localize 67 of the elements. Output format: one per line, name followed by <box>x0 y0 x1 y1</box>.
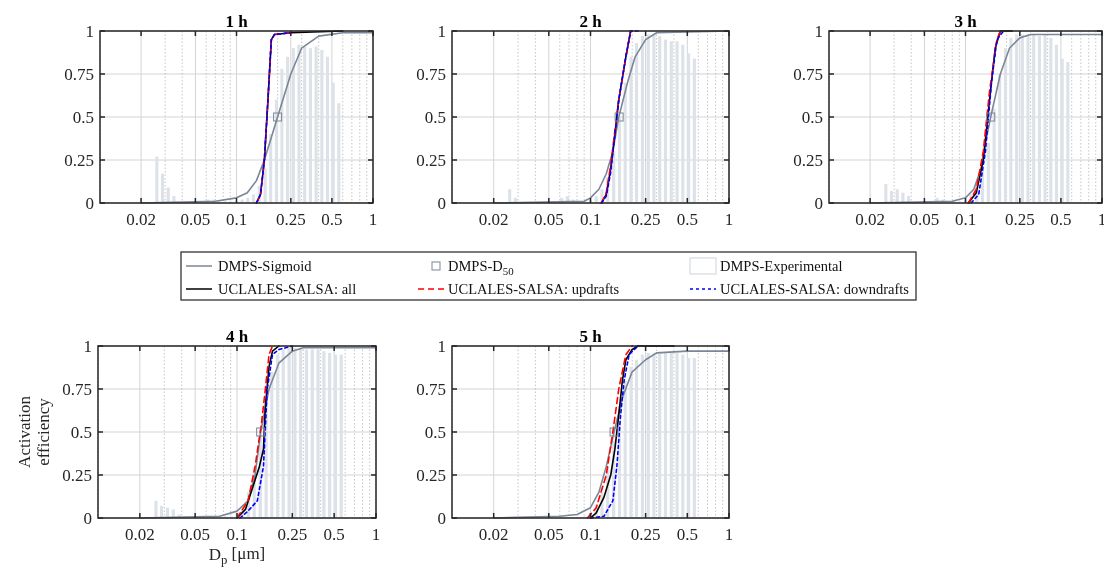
x-tick-label: 1 <box>368 210 378 229</box>
x-tick-label: 0.1 <box>579 210 602 229</box>
y-tick-label: 0.25 <box>793 151 823 170</box>
x-tick-label: 0.02 <box>478 525 509 544</box>
y-tick-label: 0.5 <box>70 423 92 442</box>
legend-label: UCLALES-SALSA: updrafts <box>448 281 620 297</box>
x-tick-label: 0.25 <box>275 210 306 229</box>
y-tick-label: 0.75 <box>62 380 92 399</box>
y-axis-title: Activation efficiency <box>15 395 53 468</box>
x-tick-label: 0.02 <box>124 525 155 544</box>
x-tick-label: 0.1 <box>225 210 248 229</box>
legend-label: DMPS-Experimental <box>720 258 843 274</box>
legend-label: DMPS-D$_{50}$ <box>448 258 515 277</box>
y-tick-label: 0.5 <box>424 423 446 442</box>
y-tick-label: 0.75 <box>64 65 94 84</box>
x-tick-label: 0.05 <box>180 210 211 229</box>
x-tick-label: 0.1 <box>579 525 602 544</box>
x-tick-label: 0.5 <box>676 210 698 229</box>
x-tick-label: 0.1 <box>226 525 248 544</box>
legend-label: UCLALES-SALSA: all <box>218 281 357 297</box>
chart-title: 5 h <box>579 327 603 346</box>
x-tick-label: 0.1 <box>954 210 977 229</box>
chart-title: 3 h <box>954 12 978 31</box>
x-tick-label: 0.5 <box>676 525 698 544</box>
y-tick-label: 0.5 <box>424 108 446 127</box>
y-tick-label: 1 <box>437 22 446 41</box>
x-tick-label: 0.02 <box>126 210 156 229</box>
y-tick-label: 0.25 <box>64 151 94 170</box>
x-tick-label: 0.25 <box>630 210 661 229</box>
x-tick-label: 0.5 <box>1050 210 1072 229</box>
chart-title: 1 h <box>225 12 249 31</box>
x-tick-label: 0.5 <box>323 525 345 544</box>
x-tick-label: 1 <box>724 210 734 229</box>
x-tick-label: 0.25 <box>277 525 308 544</box>
x-axis-title: D$_{p}$ [μm] <box>208 543 266 568</box>
x-tick-label: 0.05 <box>533 525 564 544</box>
legend-label: DMPS-Sigmoid <box>218 258 313 274</box>
chart-title: 4 h <box>225 327 249 346</box>
x-tick-label: 0.05 <box>909 210 940 229</box>
y-tick-label: 0 <box>814 194 823 213</box>
y-tick-label: 0.75 <box>416 380 446 399</box>
x-tick-label: 0.25 <box>1004 210 1035 229</box>
chart-title: 2 h <box>579 12 603 31</box>
y-tick-label: 1 <box>85 22 94 41</box>
y-tick-label: 0 <box>85 194 94 213</box>
x-tick-label: 0.5 <box>321 210 343 229</box>
x-tick-label: 0.05 <box>180 525 211 544</box>
y-tick-label: 0.25 <box>416 151 446 170</box>
y-tick-label: 0.5 <box>801 108 823 127</box>
x-tick-label: 0.05 <box>533 210 564 229</box>
y-tick-label: 0.25 <box>416 466 446 485</box>
x-tick-label: 0.02 <box>478 210 509 229</box>
y-tick-label: 0 <box>437 194 446 213</box>
y-tick-label: 0.25 <box>62 466 92 485</box>
y-tick-label: 1 <box>83 337 92 356</box>
x-tick-label: 0.25 <box>630 525 661 544</box>
x-tick-label: 1 <box>371 525 381 544</box>
x-tick-label: 1 <box>724 525 734 544</box>
y-tick-label: 0.75 <box>416 65 446 84</box>
y-tick-label: 1 <box>814 22 823 41</box>
y-tick-label: 0.5 <box>72 108 94 127</box>
x-tick-label: 0.02 <box>855 210 885 229</box>
y-tick-label: 0.75 <box>793 65 823 84</box>
y-tick-label: 1 <box>437 337 446 356</box>
y-tick-label: 0 <box>437 509 446 528</box>
legend-label: UCLALES-SALSA: downdrafts <box>720 281 910 297</box>
y-tick-label: 0 <box>83 509 92 528</box>
